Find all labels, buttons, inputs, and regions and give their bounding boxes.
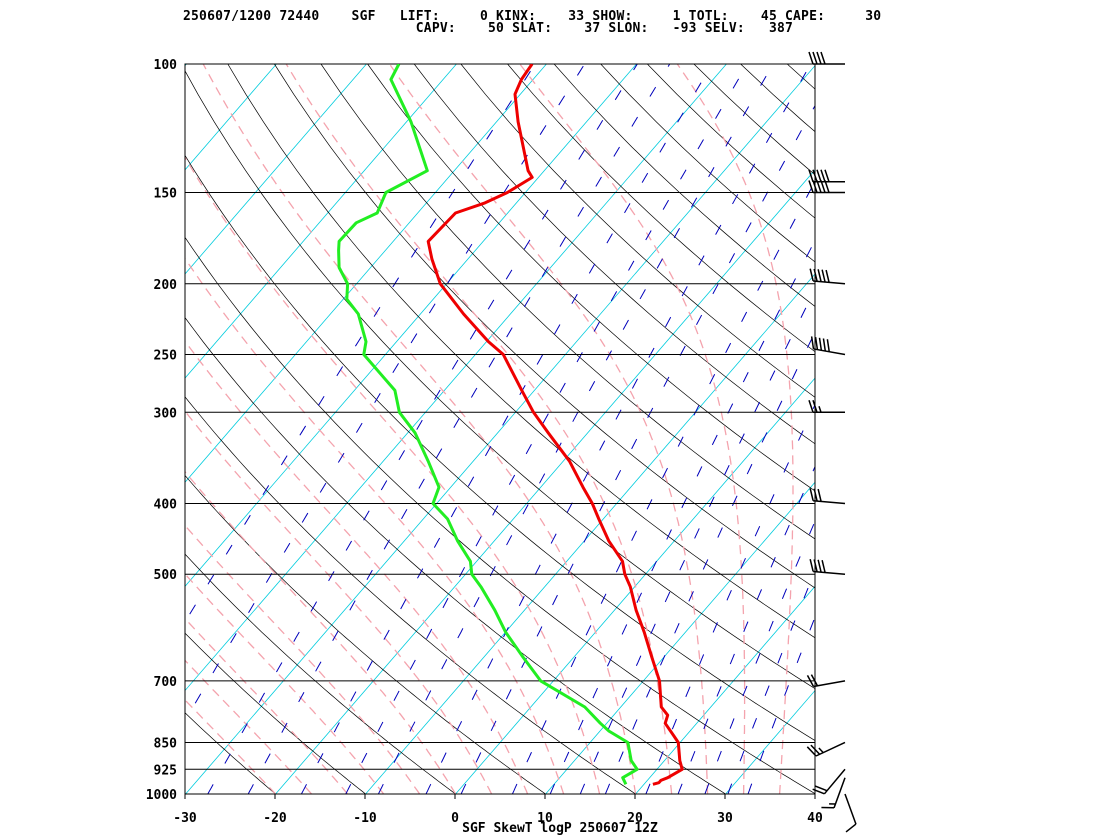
moist-adiabat-line — [185, 699, 277, 794]
pressure-tick-label: 500 — [154, 568, 178, 583]
temperature-tick-label: 10 — [537, 811, 553, 826]
chart-title: SGF SkewT logP 250607 12Z — [462, 821, 658, 836]
dry-adiabat-line — [553, 64, 815, 307]
wind-barbs — [806, 51, 857, 833]
isotherm-line — [725, 689, 815, 794]
isotherm-line — [455, 377, 815, 794]
mixing-ratio-line — [460, 104, 815, 794]
pressure-tick-label: 250 — [154, 348, 178, 363]
dry-adiabat-line — [185, 474, 546, 794]
isotherm-line — [0, 64, 96, 794]
moist-adiabat-line — [185, 410, 493, 794]
header-line-1: 250607/1200 72440 SGF LIFT: 0 KINX: 33 S… — [183, 9, 882, 24]
dry-adiabat-line — [185, 712, 276, 794]
temperature-trace — [426, 64, 684, 786]
dry-adiabat-line — [185, 154, 815, 741]
plot-frame — [184, 63, 816, 799]
wind-barb — [809, 488, 846, 505]
dry-adiabat-line — [600, 64, 815, 263]
mixing-ratio-line — [377, 64, 774, 794]
isotherm-line — [185, 64, 277, 171]
isotherm-line — [185, 64, 367, 275]
isotherm-line — [185, 64, 637, 588]
moist-adiabat-line — [185, 573, 385, 794]
mixing-ratio-line — [727, 569, 815, 794]
isotherm-line — [0, 64, 6, 794]
wind-barb — [821, 777, 846, 809]
wind-barb — [806, 741, 846, 757]
dry-adiabat-line — [320, 64, 815, 540]
wind-barb — [806, 674, 846, 688]
isotherm-line — [185, 64, 457, 379]
wind-barb — [809, 558, 846, 575]
pressure-tick-label: 100 — [154, 58, 178, 73]
wind-barb — [809, 268, 846, 285]
mixing-ratio-line — [207, 64, 638, 794]
wind-barb — [810, 336, 846, 356]
dry-adiabat-line — [834, 64, 1120, 794]
wind-barb — [808, 169, 845, 183]
mixing-ratio-line — [579, 288, 815, 794]
temperature-tick-label: 30 — [717, 811, 733, 826]
dry-adiabat-line — [413, 64, 815, 445]
dry-adiabat-line — [786, 64, 815, 90]
isotherm-line — [185, 64, 547, 483]
dewpoint-trace — [337, 64, 639, 785]
dry-adiabat-line — [185, 632, 366, 794]
header: 250607/1200 72440 SGF LIFT: 0 KINX: 33 S… — [0, 0, 1120, 40]
pressure-tick-label: 300 — [154, 406, 178, 421]
header-line-2: CAPV: 50 SLAT: 37 SLON: -93 SELV: 387 — [183, 21, 794, 36]
moist-adiabat-line — [185, 470, 457, 794]
pressure-tick-label: 850 — [154, 736, 178, 751]
dry-adiabat-line — [693, 64, 815, 176]
wind-barb — [844, 793, 857, 833]
temperature-tick-label: 40 — [807, 811, 823, 826]
pressure-tick-label: 925 — [154, 763, 177, 778]
moist-adiabat-line — [676, 64, 794, 794]
temperature-tick-label: -10 — [353, 811, 377, 826]
wind-barb — [808, 400, 845, 414]
temperature-tick-label: 0 — [451, 811, 459, 826]
isotherm-line — [365, 273, 815, 794]
mixing-ratio-line — [185, 64, 586, 722]
pressure-tick-label: 200 — [154, 278, 178, 293]
dry-adiabat-line — [647, 64, 815, 219]
dry-adiabat-line — [185, 396, 636, 794]
isotherm-line — [185, 65, 815, 794]
mixing-ratio-line — [604, 331, 815, 794]
dry-adiabat-line — [740, 64, 815, 133]
mixing-ratio-line — [300, 64, 713, 794]
mixing-ratio-line — [549, 239, 815, 794]
sounding-traces — [337, 64, 684, 786]
pressure-tick-label: 1000 — [146, 788, 177, 803]
wind-barb — [812, 768, 846, 795]
dry-adiabat-line — [367, 64, 815, 492]
temperature-tick-label: -30 — [173, 811, 197, 826]
mixing-ratio-line — [185, 64, 536, 623]
plot-border — [184, 63, 816, 795]
dry-adiabat-line — [227, 64, 815, 639]
isotherm-line — [635, 585, 815, 794]
mixing-ratio-line — [704, 520, 815, 794]
dry-adiabat-line — [185, 317, 726, 794]
dry-adiabat-line — [460, 64, 815, 398]
pressure-tick-label: 400 — [154, 498, 178, 513]
moist-adiabat-line — [285, 64, 673, 794]
isotherm-line — [906, 64, 1120, 794]
dry-adiabat-line — [185, 553, 456, 794]
isotherm-line — [816, 64, 1120, 794]
pressure-tick-label: 150 — [154, 187, 178, 202]
isotherm-line — [275, 169, 815, 794]
pressure-tick-label: 700 — [154, 675, 178, 690]
mixing-ratio-line — [247, 64, 671, 794]
mixing-ratio-line — [425, 64, 812, 794]
temperature-tick-label: 20 — [627, 811, 643, 826]
wind-barb — [808, 51, 845, 65]
temperature-tick-label: -20 — [263, 811, 287, 826]
moist-adiabat-line — [185, 524, 421, 794]
isotherm-line — [545, 481, 815, 794]
